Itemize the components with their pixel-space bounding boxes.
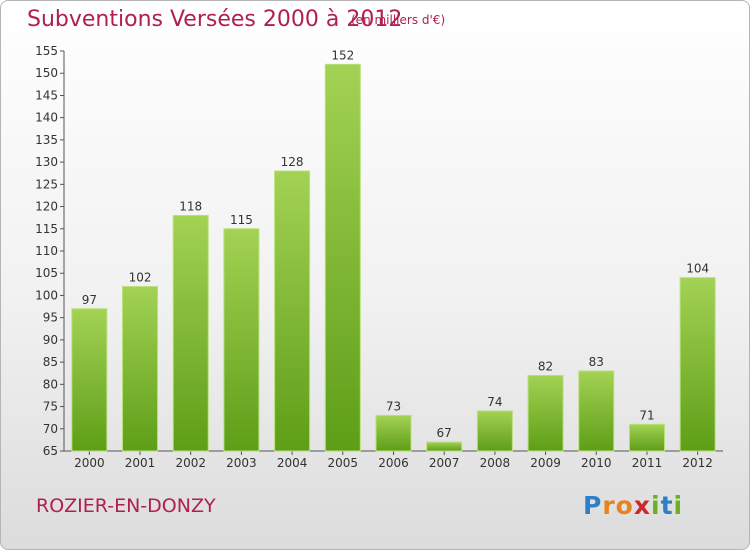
logo-letter: i (651, 491, 661, 520)
bar-2002 (172, 214, 209, 452)
y-tick-label: 145 (35, 88, 58, 102)
x-tick-label: 2001 (125, 456, 156, 470)
chart-subtitle: (en milliers d'€) (351, 13, 446, 27)
bar-2010 (578, 370, 615, 452)
logo-letter: P (583, 491, 603, 520)
x-tick-label: 2002 (175, 456, 206, 470)
y-tick-label: 155 (35, 44, 58, 58)
data-label-2009: 82 (538, 359, 553, 373)
commune-name: ROZIER-EN-DONZY (36, 495, 216, 517)
data-label-2010: 83 (589, 355, 604, 369)
logo-letter: t (660, 491, 674, 520)
x-tick-label: 2012 (682, 456, 713, 470)
y-tick-label: 85 (43, 355, 58, 369)
data-label-2011: 71 (639, 408, 654, 422)
y-tick-label: 110 (35, 244, 58, 258)
x-tick-label: 2007 (429, 456, 460, 470)
x-tick-label: 2008 (480, 456, 511, 470)
data-label-2012: 104 (686, 262, 709, 276)
y-tick-label: 95 (43, 311, 58, 325)
data-label-2004: 128 (281, 155, 304, 169)
y-tick-label: 90 (43, 333, 58, 347)
x-tick-label: 2003 (226, 456, 257, 470)
bar-2006 (375, 414, 412, 452)
logo-letter: i (673, 491, 684, 520)
data-label-2008: 74 (487, 395, 502, 409)
bar-2008 (476, 410, 513, 452)
data-label-2001: 102 (129, 271, 152, 285)
data-label-2003: 115 (230, 213, 253, 227)
chart-title: Subventions Versées 2000 à 2012 (27, 7, 403, 32)
logo-letter: r (602, 491, 616, 520)
x-tick-label: 2005 (328, 456, 359, 470)
x-tick-label: 2004 (277, 456, 308, 470)
y-tick-label: 80 (43, 377, 58, 391)
x-tick-label: 2006 (378, 456, 409, 470)
bar-2001 (122, 286, 159, 452)
y-tick-label: 140 (35, 111, 58, 125)
x-tick-label: 2011 (632, 456, 663, 470)
y-tick-label: 135 (35, 133, 58, 147)
bar-2012 (679, 277, 716, 452)
data-label-2002: 118 (179, 199, 202, 213)
bar-2007 (426, 441, 463, 452)
y-tick-label: 100 (35, 288, 58, 302)
x-tick-label: 2010 (581, 456, 612, 470)
y-tick-label: 65 (43, 444, 58, 458)
data-label-2000: 97 (82, 293, 97, 307)
bar-2005 (324, 63, 361, 452)
bar-2009 (527, 374, 564, 452)
data-label-2005: 152 (331, 48, 354, 62)
y-tick-label: 130 (35, 155, 58, 169)
proxiti-logo: Proxiti (583, 491, 683, 520)
y-tick-label: 115 (35, 222, 58, 236)
bar-2011 (628, 423, 665, 452)
logo-letter: o (615, 491, 634, 520)
bar-2004 (274, 170, 311, 452)
y-tick-label: 70 (43, 422, 58, 436)
y-tick-label: 105 (35, 266, 58, 280)
logo-letter: x (633, 491, 651, 520)
x-tick-label: 2009 (530, 456, 561, 470)
x-tick-label: 2000 (74, 456, 105, 470)
bar-2003 (223, 228, 260, 452)
y-tick-label: 150 (35, 66, 58, 80)
y-tick-label: 120 (35, 200, 58, 214)
y-tick-label: 125 (35, 177, 58, 191)
data-label-2007: 67 (437, 426, 452, 440)
bar-2000 (71, 308, 108, 452)
y-tick-label: 75 (43, 400, 58, 414)
data-label-2006: 73 (386, 399, 401, 413)
